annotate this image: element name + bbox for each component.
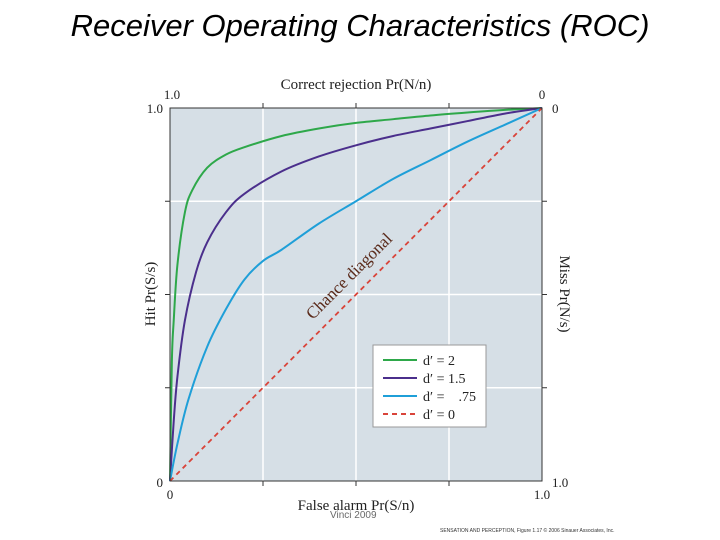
tick-label-top-0: 1.0 [164,87,180,102]
top-axis-label: Correct rejection Pr(N/n) [281,77,432,93]
figure-source-text: SENSATION AND PERCEPTION, Figure 1.17 © … [440,528,615,534]
legend-label-2: d′ = .75 [423,390,476,405]
tick-label-top-1: 0 [539,87,546,102]
series-line-2 [169,107,543,482]
axis-ticks [165,103,547,486]
tick-label-left-1: 1.0 [147,101,163,116]
plot-frame [169,107,543,482]
series-line-0 [169,107,543,482]
tick-label-left-0: 0 [157,475,164,490]
tick-label-right-0: 0 [552,101,559,116]
y-axis-label: Hit Pr(S/s) [143,262,159,327]
tick-label-right-1: 1.0 [552,475,568,490]
credit-text: Vinci 2009 [330,510,377,521]
series-lines [169,107,543,482]
tick-label-bottom-1: 1.0 [534,487,550,502]
legend-label-3: d′ = 0 [423,408,455,423]
slide-title: Receiver Operating Characteristics (ROC) [70,8,650,43]
x-axis-label: False alarm Pr(S/n) [298,498,415,514]
series-line-3 [169,107,543,482]
legend-label-1: d′ = 1.5 [423,372,465,387]
right-axis-label: Miss Pr(N/s) [556,255,572,332]
legend-label-0: d′ = 2 [423,354,455,369]
series-line-1 [169,107,543,482]
legend-box [372,344,487,428]
tick-label-bottom-0: 0 [167,487,174,502]
legend: d′ = 2 d′ = 1.5 d′ = .75 d′ = 0 [372,344,487,428]
